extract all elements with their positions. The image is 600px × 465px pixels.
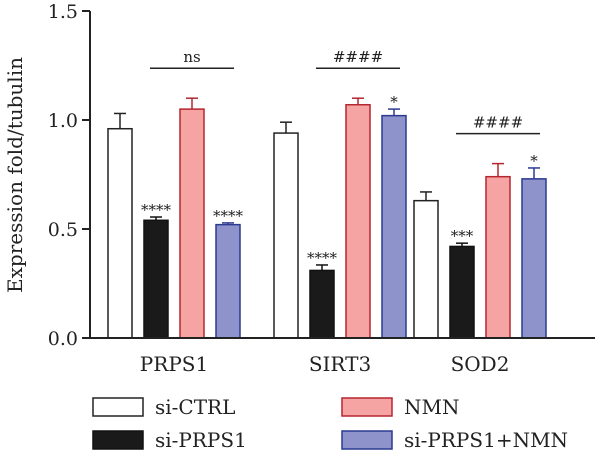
legend-label-si-ctrl: si-CTRL — [155, 395, 235, 419]
significance-mark: **** — [213, 207, 244, 225]
x-tick-label: SOD2 — [451, 352, 510, 376]
legend-label-si-prps1: si-PRPS1 — [155, 428, 247, 452]
legend-label-nmn: NMN — [404, 395, 459, 419]
comparison-brackets: ns #### #### — [150, 48, 540, 135]
significance-mark: **** — [141, 201, 172, 219]
x-tick-label: SIRT3 — [309, 352, 371, 376]
y-tick-label: 0.5 — [48, 219, 78, 241]
legend-swatch-si-prps1-nmn — [341, 430, 393, 450]
comparison-label: #### — [333, 48, 383, 66]
y-tick-label: 1.5 — [48, 1, 78, 23]
y-tick-label: 1.0 — [48, 110, 78, 132]
y-tick-label: 0.0 — [48, 328, 78, 350]
legend-swatch-si-ctrl — [92, 397, 144, 417]
legend-swatch-nmn — [341, 397, 393, 417]
comparison-label: #### — [473, 114, 523, 132]
legend: si-CTRL si-PRPS1 NMN si-PRPS1+NMN — [92, 395, 568, 452]
comparison-label: ns — [183, 48, 200, 66]
bar-prps1-si-prps1 — [143, 219, 169, 339]
x-axis: PRPS1 SIRT3 SOD2 — [90, 337, 595, 376]
bars: **** ************* — [107, 93, 547, 339]
significance-mark: *** — [451, 227, 474, 245]
legend-label-si-prps1-nmn: si-PRPS1+NMN — [404, 428, 568, 452]
bar-sod2-nmn — [485, 175, 511, 339]
x-tick-label: PRPS1 — [140, 352, 208, 376]
significance-mark: **** — [307, 249, 338, 267]
significance-mark: * — [530, 152, 538, 170]
bar-sod2-si-ctrl — [413, 199, 439, 339]
bar-prps1-si-prps1-nmn — [215, 223, 241, 339]
bar-sod2-si-prps1 — [449, 245, 475, 339]
bar-sirt3-si-prps1-nmn — [381, 114, 407, 339]
bar-sirt3-si-ctrl — [273, 132, 299, 339]
bar-sirt3-si-prps1 — [309, 269, 335, 339]
bar-prps1-si-ctrl — [107, 127, 133, 339]
bar-prps1-nmn — [179, 108, 205, 339]
y-axis: 0.0 0.5 1.0 1.5 — [48, 1, 91, 350]
bar-sirt3-nmn — [345, 103, 371, 339]
significance-mark: * — [390, 93, 398, 111]
legend-swatch-si-prps1 — [92, 430, 144, 450]
bar-sod2-si-prps1-nmn — [521, 178, 547, 339]
y-axis-label: Expression fold/tubulin — [3, 57, 27, 293]
